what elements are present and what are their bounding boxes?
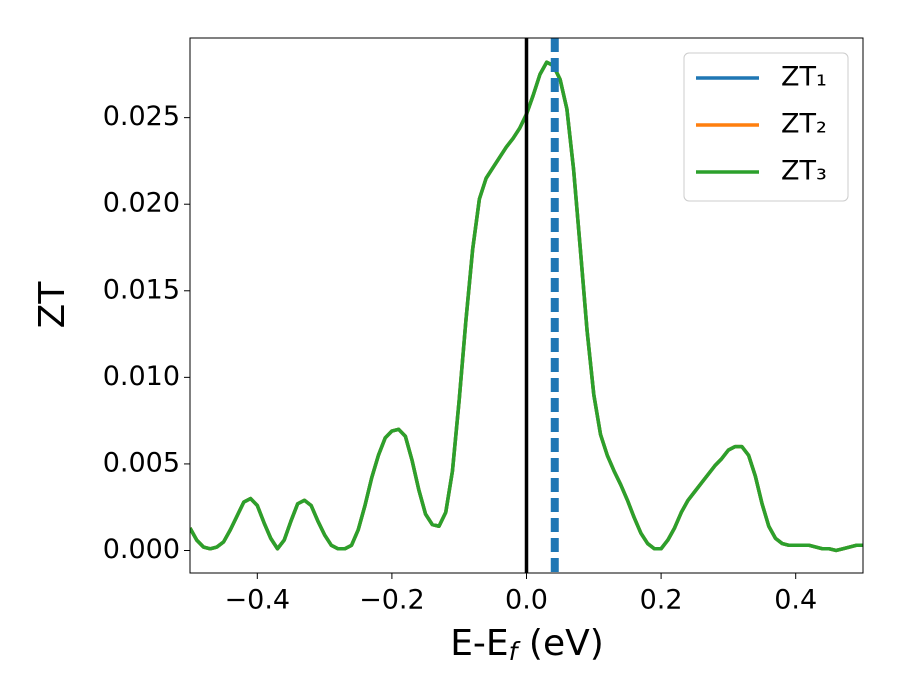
plot-area <box>190 38 863 573</box>
legend-box <box>683 52 849 202</box>
y-axis-label: ZT <box>32 281 73 329</box>
x-tick-label: 0.4 <box>774 585 817 616</box>
x-label-main: E-E <box>450 623 508 664</box>
y-tick-label: 0.015 <box>103 274 180 305</box>
plot-frame <box>189 37 864 574</box>
x-tick-label: −0.2 <box>359 585 425 616</box>
legend-label: ZT₃ <box>781 156 827 187</box>
y-tick-label: 0.000 <box>103 534 180 565</box>
x-axis-label: E-Ef (eV) <box>450 623 604 666</box>
y-tick-label: 0.010 <box>103 361 180 392</box>
y-tick-label: 0.025 <box>103 101 180 132</box>
x-tick-label: 0.0 <box>505 585 548 616</box>
legend-label: ZT₂ <box>781 109 827 140</box>
x-tick-label: −0.4 <box>225 585 291 616</box>
y-tick-label: 0.005 <box>103 447 180 478</box>
legend-label: ZT₁ <box>781 62 827 93</box>
y-tick-label: 0.020 <box>103 188 180 219</box>
x-label-unit: (eV) <box>517 623 603 664</box>
x-tick-label: 0.2 <box>640 585 683 616</box>
